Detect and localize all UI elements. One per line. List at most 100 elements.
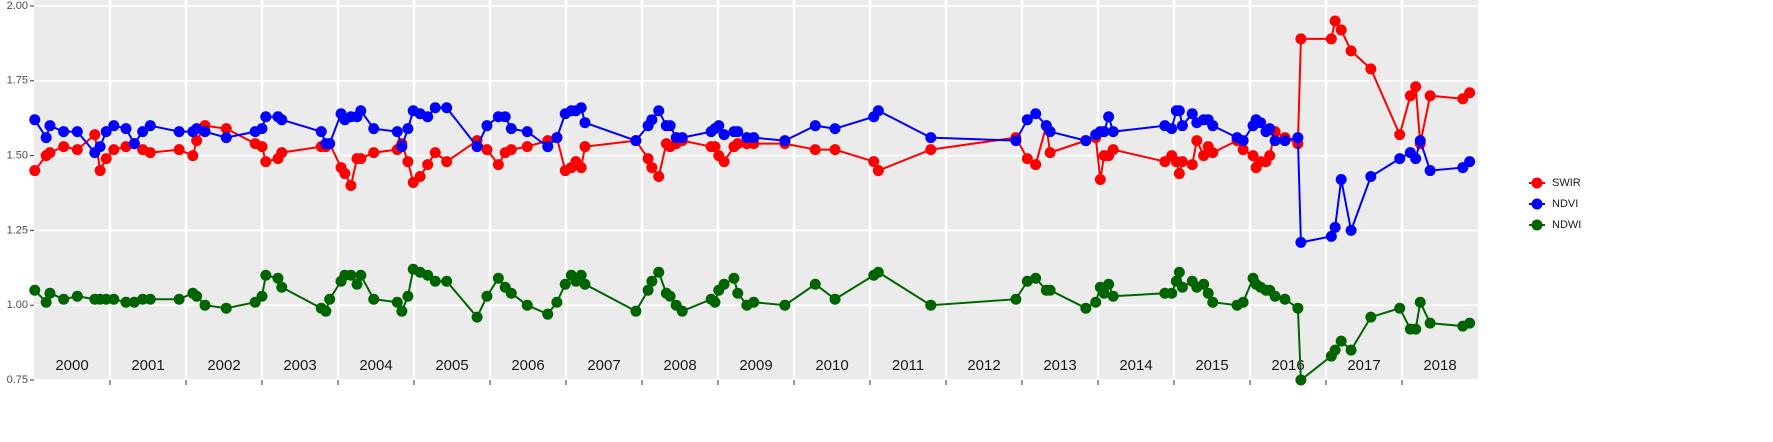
data-point (492, 159, 504, 171)
data-point (1098, 287, 1110, 299)
data-point (1404, 90, 1416, 102)
data-point (505, 144, 517, 156)
data-point (1237, 296, 1249, 308)
data-point (324, 293, 336, 305)
data-point (1410, 81, 1422, 93)
data-point (1269, 135, 1281, 147)
data-point (925, 132, 937, 144)
data-point (1080, 302, 1092, 314)
data-point (422, 159, 434, 171)
data-point (1345, 45, 1357, 57)
data-point (256, 290, 268, 302)
data-point (276, 147, 288, 159)
data-point (579, 141, 591, 153)
data-point (128, 296, 140, 308)
data-point (137, 293, 149, 305)
data-point (575, 102, 587, 114)
data-point (355, 105, 367, 117)
year-label: 2007 (587, 357, 620, 374)
year-label: 2006 (511, 357, 544, 374)
data-point (1292, 132, 1304, 144)
data-point (579, 117, 591, 129)
data-point (1335, 335, 1347, 347)
data-point (481, 290, 493, 302)
data-point (1198, 278, 1210, 290)
data-point (1279, 135, 1291, 147)
data-point (1464, 317, 1476, 329)
data-point (732, 126, 744, 138)
data-point (664, 290, 676, 302)
data-point (339, 168, 351, 180)
data-point (324, 138, 336, 150)
data-point (1264, 123, 1276, 135)
data-point (220, 302, 232, 314)
data-point (1176, 281, 1188, 293)
data-point (1202, 287, 1214, 299)
data-point (579, 278, 591, 290)
data-point (429, 102, 441, 114)
data-point (422, 269, 434, 281)
data-point (345, 269, 357, 281)
data-point (1191, 135, 1203, 147)
data-point (144, 293, 156, 305)
data-point (1186, 159, 1198, 171)
data-point (718, 156, 730, 168)
data-point (1010, 135, 1022, 147)
data-point (653, 105, 665, 117)
year-label: 2002 (207, 357, 240, 374)
data-point (1107, 126, 1119, 138)
data-point (653, 266, 665, 278)
data-point (1410, 323, 1422, 335)
data-point (1176, 120, 1188, 132)
year-label: 2003 (283, 357, 316, 374)
data-point (779, 135, 791, 147)
y-tick-label: 1.00 (7, 299, 28, 311)
year-label: 2009 (739, 357, 772, 374)
data-point (1080, 135, 1092, 147)
data-point (1176, 156, 1188, 168)
data-point (220, 123, 232, 135)
data-point (173, 144, 185, 156)
data-point (260, 156, 272, 168)
year-label: 2005 (435, 357, 468, 374)
data-point (44, 287, 56, 299)
data-point (748, 132, 760, 144)
data-point (29, 165, 41, 177)
data-point (144, 147, 156, 159)
data-point (1325, 33, 1337, 45)
data-point (1464, 87, 1476, 99)
data-point (1335, 24, 1347, 36)
data-point (71, 290, 83, 302)
data-point (829, 293, 841, 305)
legend-marker (1531, 219, 1543, 231)
data-point (481, 120, 493, 132)
data-point (642, 153, 654, 165)
data-point (653, 171, 665, 183)
data-point (1173, 266, 1185, 278)
data-point (713, 120, 725, 132)
data-point (260, 269, 272, 281)
data-point (481, 144, 493, 156)
year-label: 2015 (1195, 357, 1228, 374)
data-point (191, 290, 203, 302)
data-point (256, 141, 268, 153)
data-point (1264, 150, 1276, 162)
data-point (260, 111, 272, 123)
legend-label: SWIR (1552, 177, 1581, 189)
data-point (1410, 153, 1422, 165)
data-point (868, 156, 880, 168)
data-point (120, 296, 132, 308)
data-point (1414, 296, 1426, 308)
data-point (29, 114, 41, 126)
year-label: 2001 (131, 357, 164, 374)
data-point (187, 150, 199, 162)
data-point (1295, 374, 1307, 386)
data-point (646, 275, 658, 287)
data-point (1044, 126, 1056, 138)
data-point (709, 296, 721, 308)
data-point (272, 272, 284, 284)
data-point (575, 162, 587, 174)
data-point (505, 287, 517, 299)
data-point (58, 293, 70, 305)
